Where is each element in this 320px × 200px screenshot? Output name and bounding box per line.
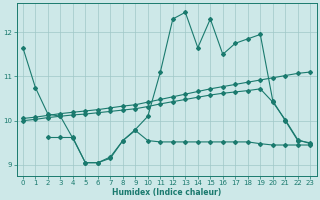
- X-axis label: Humidex (Indice chaleur): Humidex (Indice chaleur): [112, 188, 221, 197]
